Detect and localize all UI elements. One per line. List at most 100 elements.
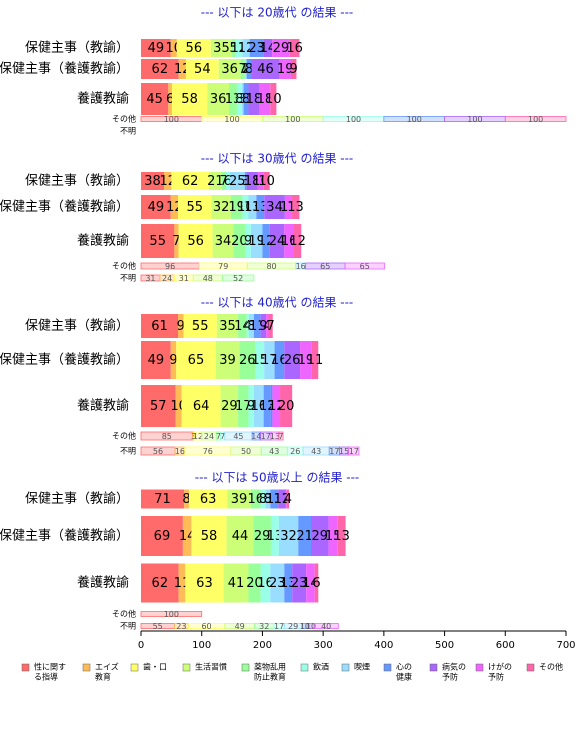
data-label: 8 [247,319,255,334]
data-label: 56 [186,41,203,56]
data-label: 16 [281,234,298,249]
bar-segment [230,195,243,219]
data-label: 6 [166,92,174,107]
data-label: 29 [288,622,298,631]
bar-segment [171,172,209,190]
data-label: 19 [298,353,315,368]
bar-segment [286,489,290,509]
bar-segment [260,489,266,509]
bar-segment [226,516,254,556]
data-label: 58 [181,92,198,107]
bar-segment [344,262,385,270]
legend-swatch [341,663,350,672]
data-label: 8 [259,492,267,507]
bar-segment [141,314,179,338]
data-label: 62 [152,576,169,591]
bar-segment [272,385,281,427]
data-label: 100 [407,115,422,124]
bar-segment [218,59,241,79]
bar-segment [253,385,264,427]
x-tick-label: 400 [374,640,393,651]
bar-segment [337,516,346,556]
data-label: 29 [221,399,238,414]
bar-segment [178,563,186,603]
bar-segment [246,172,258,190]
legend-label: 教育 [95,672,111,682]
legend-swatch [475,663,484,672]
data-label: 49 [148,353,165,368]
bar-segment [181,385,221,427]
data-label: 69 [154,529,171,544]
bar-segment [221,172,226,190]
row-label: その他 [112,261,136,271]
row-label: 保健主事（養護教諭） [0,528,129,544]
data-label: 24 [269,234,286,249]
data-label: 21 [296,529,313,544]
row-label: 保健主事（養護教諭） [0,61,129,77]
data-label: 48 [203,274,213,283]
data-label: 8 [264,492,272,507]
row-label: 不明 [120,127,136,136]
legend-swatch [82,663,91,672]
data-label: 12 [289,234,306,249]
data-label: 57 [150,399,167,414]
panel-title: --- 以下は 40歳代 の結果 --- [201,296,354,310]
data-label: 29 [273,41,290,56]
data-label: 11 [307,353,324,368]
bar-segment [284,563,293,603]
data-label: 45 [146,92,163,107]
data-label: 25 [229,174,246,189]
data-label: 2 [282,492,290,507]
data-label: 56 [187,234,204,249]
bar-segment [328,516,338,556]
data-label: 3 [268,399,276,414]
legend-swatch [300,663,309,672]
row-label: その他 [112,609,136,619]
data-label: 100 [346,115,361,124]
legend-label: 喫煙 [354,662,370,672]
bar-segment [239,341,256,379]
bar-segment [178,314,184,338]
bar-segment [141,59,179,79]
bar-segment [249,314,254,338]
data-label: 29 [312,529,329,544]
bar-segment [185,563,224,603]
data-label: 9 [259,319,267,334]
data-label: 18 [257,92,274,107]
bar-segment [171,83,208,115]
bar-segment [248,83,260,115]
bar-segment [170,195,179,219]
data-label: 17 [261,432,271,441]
bar-segment [256,195,265,219]
bar-segment [264,195,285,219]
bar-segment [311,341,319,379]
bar-segment [265,489,271,509]
data-label: 16 [247,492,264,507]
data-label: 100 [164,115,179,124]
bar-segment [245,224,251,258]
legend-swatch [130,663,139,672]
bar-segment [246,59,252,79]
bar-segment [270,563,285,603]
data-label: 76 [203,447,213,456]
data-label: 35 [219,319,236,334]
bar-segment [141,489,185,509]
bar-segment [209,172,222,190]
data-label: 20 [278,399,295,414]
bar-segment [251,59,280,79]
data-label: 39 [231,492,248,507]
row-label: 保健主事（養護教諭） [0,352,129,368]
data-label: 6 [224,174,232,189]
data-label: 58 [201,529,218,544]
data-label: 7 [239,62,247,77]
data-label: 16 [257,576,274,591]
data-label: 10 [265,92,282,107]
bar-segment [210,39,233,57]
data-label: 100 [285,115,300,124]
data-label: 16 [251,399,268,414]
data-label: 43 [269,447,279,456]
bar-segment [285,489,287,509]
bar-segment [141,563,179,603]
bar-segment [185,59,219,79]
bar-segment [270,83,277,115]
